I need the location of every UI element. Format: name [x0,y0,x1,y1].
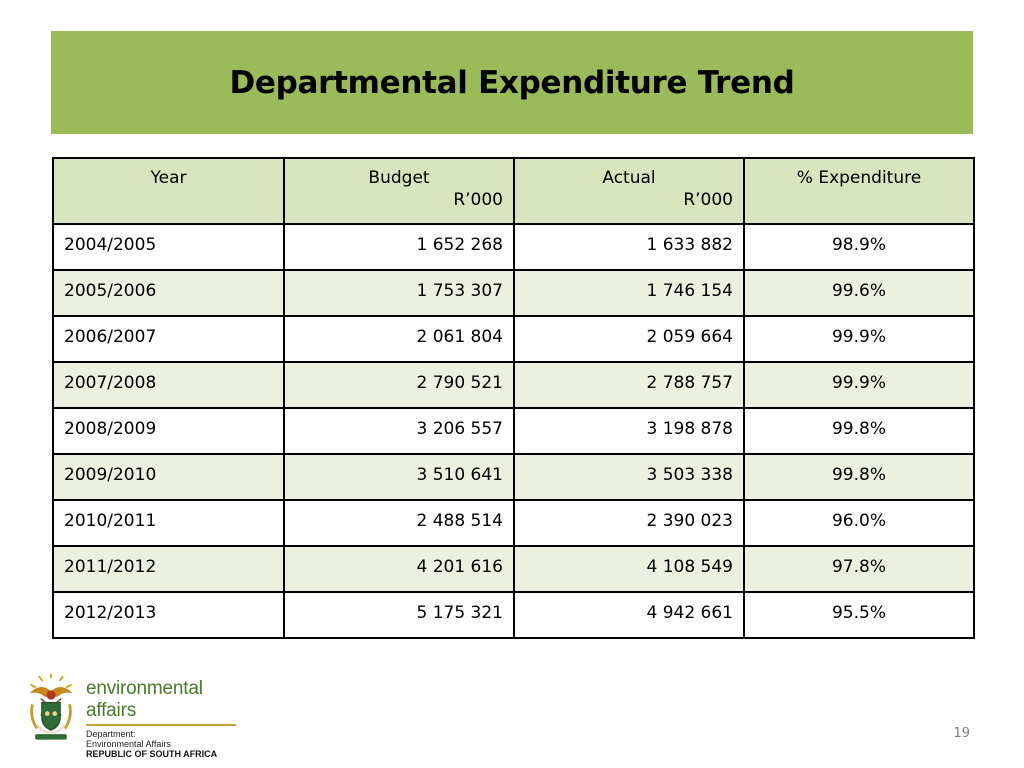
cell-year: 2012/2013 [52,591,285,639]
header-actual: Actual R’000 [513,157,745,225]
cell-actual: 1 746 154 [513,269,745,317]
slide-title: Departmental Expenditure Trend [229,64,795,101]
cell-pct: 99.6% [743,269,975,317]
cell-pct: 98.9% [743,223,975,271]
logo-line-3: REPUBLIC OF SOUTH AFRICA [86,749,218,759]
page-number: 19 [953,726,970,741]
table-header-row: Year Budget R’000 Actual R’000 % Expendi… [52,157,975,225]
cell-pct: 99.8% [743,453,975,501]
logo-line-2: Environmental Affairs [86,739,171,749]
table-row: 2011/2012 4 201 616 4 108 549 97.8% [52,545,975,593]
header-pct: % Expenditure [743,157,975,225]
cell-pct: 95.5% [743,591,975,639]
cell-pct: 99.9% [743,315,975,363]
cell-actual: 2 390 023 [513,499,745,547]
cell-actual: 3 198 878 [513,407,745,455]
header-budget-label: Budget [368,168,430,188]
table-row: 2006/2007 2 061 804 2 059 664 99.9% [52,315,975,363]
coat-of-arms-icon [29,673,73,740]
header-year: Year [52,157,285,225]
header-year-label: Year [150,168,187,188]
table-row: 2007/2008 2 790 521 2 788 757 99.9% [52,361,975,409]
cell-year: 2007/2008 [52,361,285,409]
table-row: 2008/2009 3 206 557 3 198 878 99.8% [52,407,975,455]
header-actual-unit: R’000 [683,190,733,210]
title-band: Departmental Expenditure Trend [51,31,973,134]
cell-budget: 1 652 268 [283,223,515,271]
cell-year: 2009/2010 [52,453,285,501]
cell-budget: 3 510 641 [283,453,515,501]
logo-divider [86,724,236,726]
cell-budget: 5 175 321 [283,591,515,639]
cell-budget: 2 061 804 [283,315,515,363]
cell-year: 2008/2009 [52,407,285,455]
cell-pct: 99.9% [743,361,975,409]
cell-budget: 2 488 514 [283,499,515,547]
header-actual-label: Actual [602,168,656,188]
cell-budget: 3 206 557 [283,407,515,455]
logo-name: environmental affairs [86,678,203,721]
cell-actual: 2 059 664 [513,315,745,363]
expenditure-table: Year Budget R’000 Actual R’000 % Expendi… [52,157,975,639]
cell-year: 2010/2011 [52,499,285,547]
cell-year: 2006/2007 [52,315,285,363]
header-budget: Budget R’000 [283,157,515,225]
header-budget-unit: R’000 [453,190,503,210]
logo-line-1: Department: [86,729,136,739]
cell-budget: 2 790 521 [283,361,515,409]
logo-text: environmental affairs Department: Enviro… [86,678,246,759]
table-row: 2004/2005 1 652 268 1 633 882 98.9% [52,223,975,271]
cell-year: 2004/2005 [52,223,285,271]
cell-pct: 97.8% [743,545,975,593]
header-pct-label: % Expenditure [796,168,922,188]
cell-actual: 1 633 882 [513,223,745,271]
cell-actual: 4 942 661 [513,591,745,639]
table-row: 2009/2010 3 510 641 3 503 338 99.8% [52,453,975,501]
cell-actual: 2 788 757 [513,361,745,409]
department-logo: environmental affairs Department: Enviro… [24,670,246,759]
cell-year: 2005/2006 [52,269,285,317]
cell-pct: 96.0% [743,499,975,547]
cell-budget: 1 753 307 [283,269,515,317]
cell-pct: 99.8% [743,407,975,455]
table-row: 2005/2006 1 753 307 1 746 154 99.6% [52,269,975,317]
cell-actual: 3 503 338 [513,453,745,501]
cell-actual: 4 108 549 [513,545,745,593]
table-row: 2012/2013 5 175 321 4 942 661 95.5% [52,591,975,639]
cell-year: 2011/2012 [52,545,285,593]
table-row: 2010/2011 2 488 514 2 390 023 96.0% [52,499,975,547]
cell-budget: 4 201 616 [283,545,515,593]
